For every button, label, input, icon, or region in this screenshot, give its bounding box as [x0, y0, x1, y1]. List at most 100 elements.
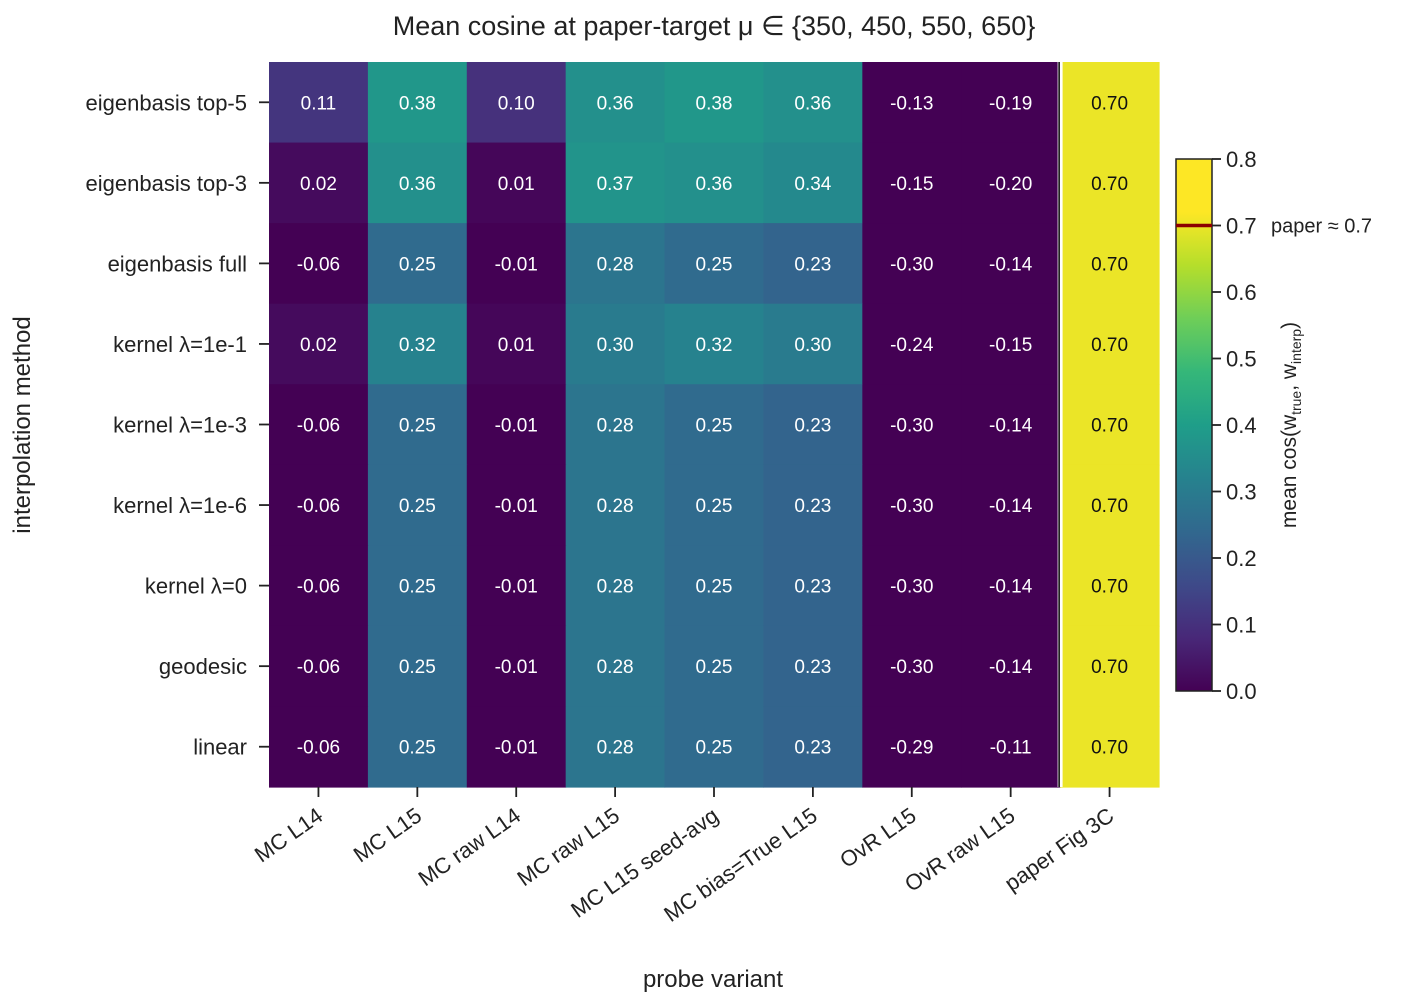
- heatmap-cell: [565, 545, 666, 627]
- colorbar-tick-label: 0.1: [1226, 613, 1257, 638]
- y-tick-label: kernel λ=0: [145, 574, 247, 599]
- heatmap-cell: [862, 62, 962, 144]
- cell-value-label: -0.06: [297, 416, 340, 437]
- heatmap-cell: [565, 384, 666, 466]
- heatmap-cell: [961, 142, 1061, 224]
- cell-value-label: -0.13: [890, 93, 933, 114]
- heatmap-cell: [565, 62, 666, 144]
- cell-value-label: 0.70: [1091, 335, 1128, 356]
- heatmap-cell: [367, 625, 468, 708]
- cell-value-label: 0.25: [696, 496, 733, 517]
- y-tick-label: eigenbasis top-5: [86, 90, 247, 115]
- heatmap-cell: [862, 706, 962, 788]
- heatmap-cell: [961, 625, 1061, 708]
- cell-value-label: 0.23: [794, 657, 831, 678]
- heatmap-cell: [763, 464, 863, 546]
- heatmap-cell: [367, 223, 468, 305]
- heatmap-cell: [664, 62, 765, 144]
- x-tick-label: OvR raw L15: [900, 803, 1020, 897]
- cell-value-label: 0.32: [399, 335, 436, 356]
- heatmap-cell: [367, 62, 468, 144]
- cell-value-label: 0.38: [399, 93, 436, 114]
- cell-value-label: 0.28: [597, 577, 634, 598]
- heatmap-cell: [763, 62, 863, 144]
- heatmap-cell: [664, 223, 765, 305]
- y-tick-label: kernel λ=1e-6: [113, 493, 247, 518]
- cell-value-label: 0.70: [1091, 738, 1128, 759]
- cell-value-label: 0.25: [399, 657, 436, 678]
- heatmap-cell: [1060, 62, 1160, 144]
- heatmap-cells: [269, 62, 1160, 788]
- cell-value-label: 0.25: [696, 577, 733, 598]
- cell-value-label: -0.11: [990, 738, 1032, 759]
- heatmap-cell: [664, 464, 765, 546]
- cell-value-label: 0.30: [794, 335, 831, 356]
- heatmap-cell: [466, 464, 567, 546]
- heatmap-cell: [565, 223, 666, 305]
- cell-value-label: 0.36: [597, 93, 634, 114]
- cell-value-label: 0.23: [794, 254, 831, 275]
- heatmap-cell: [763, 384, 863, 466]
- colorbar-tick-label: 0.3: [1226, 480, 1257, 505]
- heatmap-cell: [269, 625, 369, 708]
- colorbar-label: mean cos(wtrue, winterp): [1278, 322, 1304, 528]
- x-axis-label: probe variant: [643, 966, 783, 993]
- cell-value-label: 0.70: [1091, 496, 1128, 517]
- heatmap-cell: [862, 303, 962, 385]
- heatmap-cell: [565, 706, 666, 788]
- cell-value-label: 0.70: [1091, 93, 1128, 114]
- heatmap-value-labels: 0.11 0.38 0.10 0.36 0.38 0.36 -0.13 -0.19 0.70 0.…: [297, 93, 1128, 758]
- heatmap-cell: [1060, 464, 1160, 546]
- cell-value-label: -0.01: [495, 496, 538, 517]
- heatmap-cell: [664, 303, 765, 385]
- colorbar-tick-label: 0.7: [1226, 214, 1257, 239]
- colorbar-tick-label: 0.5: [1226, 347, 1257, 372]
- heatmap-cell: [763, 706, 863, 788]
- heatmap-cell: [466, 142, 567, 224]
- cell-value-label: 0.70: [1091, 577, 1128, 598]
- x-tick-label: MC L15: [349, 803, 426, 868]
- heatmap-cell: [763, 545, 863, 627]
- x-tick-label: MC L14: [250, 803, 327, 868]
- cell-value-label: -0.01: [495, 577, 538, 598]
- cell-value-label: 0.70: [1091, 174, 1128, 195]
- cell-value-label: -0.14: [989, 496, 1033, 517]
- cell-value-label: 0.11: [301, 93, 337, 114]
- cell-value-label: -0.01: [495, 657, 538, 678]
- cell-value-label: -0.30: [890, 416, 933, 437]
- cell-value-label: 0.38: [696, 93, 733, 114]
- heatmap-cell: [862, 464, 962, 546]
- cell-value-label: 0.70: [1091, 416, 1128, 437]
- heatmap-cell: [961, 303, 1061, 385]
- heatmap-cell: [269, 545, 369, 627]
- heatmap-cell: [269, 62, 369, 144]
- heatmap-cell: [269, 303, 369, 385]
- heatmap-cell: [466, 545, 567, 627]
- cell-value-label: 0.23: [794, 738, 831, 759]
- cell-value-label: 0.28: [597, 657, 634, 678]
- heatmap-cell: [664, 384, 765, 466]
- heatmap-cell: [367, 545, 468, 627]
- heatmap-cell: [466, 62, 567, 144]
- colorbar-ticks: 0.0 0.1 0.2 0.3 0.4 0.5 0.6 0.7 0.8: [1212, 147, 1257, 704]
- heatmap-cell: [269, 464, 369, 546]
- colorbar-gradient: [1175, 158, 1213, 692]
- cell-value-label: 0.36: [399, 174, 436, 195]
- cell-value-label: 0.36: [794, 93, 831, 114]
- heatmap-cell: [862, 625, 962, 708]
- y-tick-label: kernel λ=1e-3: [113, 413, 247, 438]
- colorbar-tick-label: 0.0: [1226, 679, 1257, 704]
- heatmap-cell: [763, 142, 863, 224]
- heatmap-cell: [367, 384, 468, 466]
- cell-value-label: 0.01: [498, 174, 535, 195]
- heatmap-cell: [466, 384, 567, 466]
- cell-value-label: 0.25: [696, 657, 733, 678]
- cell-value-label: -0.14: [989, 577, 1033, 598]
- y-tick-label: geodesic: [159, 654, 247, 679]
- cell-value-label: -0.06: [297, 496, 340, 517]
- heatmap-cell: [367, 142, 468, 224]
- cell-value-label: -0.01: [495, 254, 538, 275]
- heatmap-cell: [1060, 142, 1160, 224]
